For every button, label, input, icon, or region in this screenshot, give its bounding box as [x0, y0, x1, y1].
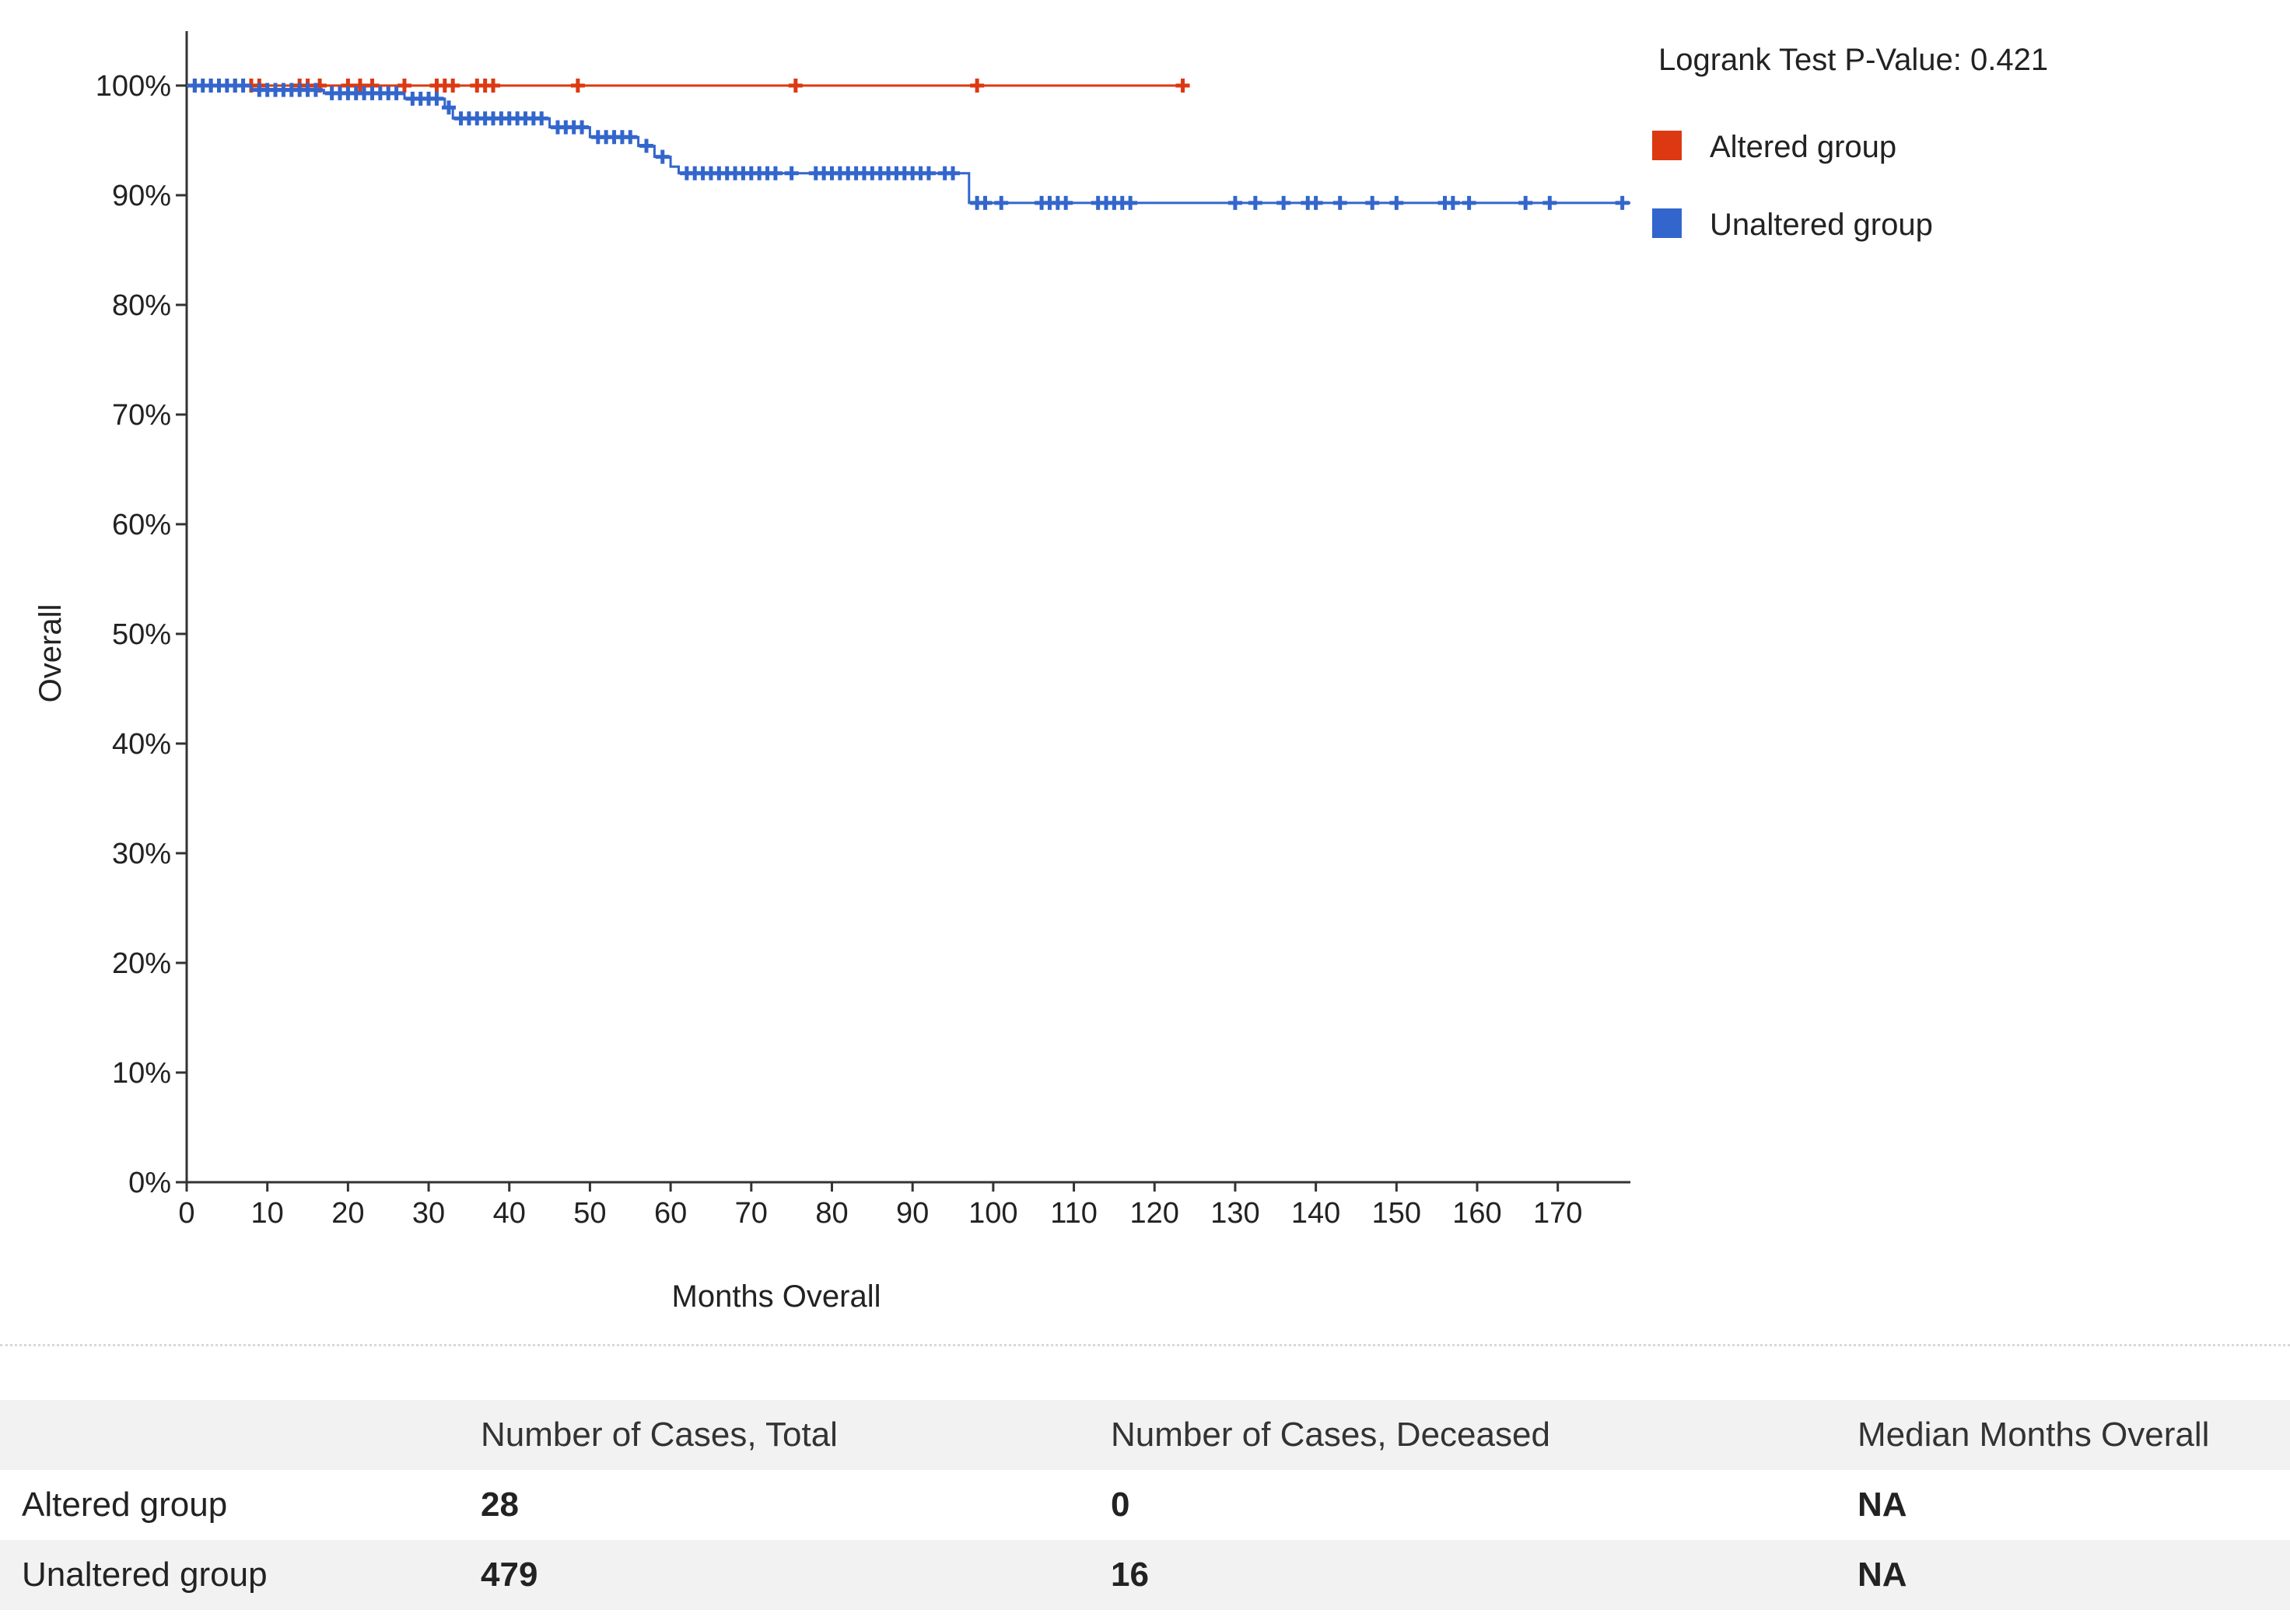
- censor-mark: [1365, 195, 1380, 210]
- row-group-name: Altered group: [22, 1486, 228, 1524]
- x-tick-label: 20: [331, 1197, 364, 1230]
- table-header-group: [0, 1400, 459, 1470]
- y-tick-label: 60%: [112, 509, 171, 541]
- censor-mark: [1518, 195, 1533, 210]
- x-tick-label: 170: [1533, 1197, 1582, 1230]
- legend-label: Unaltered group: [1710, 208, 1933, 242]
- x-axis-title: Months Overall: [672, 1279, 881, 1314]
- censor-mark: [575, 120, 590, 135]
- censor-mark: [623, 130, 638, 145]
- logrank-pvalue: Logrank Test P-Value: 0.421: [1658, 43, 2048, 77]
- y-tick-label: 70%: [112, 399, 171, 432]
- censor-mark: [1389, 195, 1404, 210]
- legend-swatch: [1652, 131, 1682, 160]
- x-tick-label: 150: [1372, 1197, 1421, 1230]
- censor-mark: [970, 79, 985, 93]
- censor-mark: [389, 86, 404, 100]
- table-row: Altered group 28 0 NA: [0, 1470, 2290, 1540]
- legend-swatch: [1652, 208, 1682, 238]
- censor-mark: [768, 166, 783, 180]
- censor-mark: [946, 166, 961, 180]
- censor-mark: [639, 138, 654, 153]
- x-tick-label: 50: [573, 1197, 606, 1230]
- row-deceased-cases: 0: [1111, 1486, 1130, 1524]
- censor-mark: [921, 166, 936, 180]
- summary-table: Number of Cases, Total Number of Cases, …: [0, 1400, 2290, 1610]
- x-tick-label: 40: [493, 1197, 526, 1230]
- censor-mark: [1175, 79, 1190, 93]
- row-total-cases: 479: [481, 1556, 538, 1594]
- censor-mark: [1248, 195, 1262, 210]
- censor-mark: [1308, 195, 1323, 210]
- censor-mark: [1227, 195, 1242, 210]
- x-tick-label: 100: [968, 1197, 1017, 1230]
- table-row: Unaltered group 479 16 NA: [0, 1540, 2290, 1610]
- censor-mark: [570, 79, 585, 93]
- y-tick-label: 80%: [112, 289, 171, 322]
- table-header-median: Median Months Overall: [1858, 1416, 2210, 1454]
- x-tick-label: 160: [1452, 1197, 1501, 1230]
- series-line-unaltered: [187, 84, 1630, 205]
- x-tick-label: 30: [412, 1197, 445, 1230]
- x-tick-label: 90: [896, 1197, 929, 1230]
- censor-mark: [1332, 195, 1347, 210]
- row-median-months: NA: [1858, 1556, 1907, 1594]
- censor-mark: [446, 79, 460, 93]
- y-tick-label: 10%: [112, 1057, 171, 1090]
- x-tick-label: 70: [735, 1197, 768, 1230]
- y-tick-label: 100%: [96, 70, 171, 103]
- x-tick-label: 60: [654, 1197, 687, 1230]
- censor-mark: [1123, 195, 1138, 210]
- y-tick-label: 0%: [128, 1167, 171, 1199]
- censor-mark: [1059, 195, 1073, 210]
- y-tick-label: 20%: [112, 947, 171, 980]
- censor-mark: [1615, 195, 1630, 210]
- y-tick-label: 30%: [112, 838, 171, 870]
- km-plot-svg: 0% 10% 20% 30% 40% 50% 60% 70% 80% 90% 100% 0 10 20 30…: [33, 31, 2048, 1314]
- censor-mark: [1276, 195, 1291, 210]
- x-tick-label: 10: [251, 1197, 284, 1230]
- y-tick-label: 40%: [112, 728, 171, 761]
- censor-mark: [1445, 195, 1460, 210]
- section-divider: [0, 1344, 2290, 1346]
- y-axis-title: Overall: [33, 604, 68, 703]
- table-header-deceased: Number of Cases, Deceased: [1111, 1416, 1550, 1454]
- y-tick-label: 90%: [112, 180, 171, 212]
- censor-mark: [441, 100, 456, 115]
- table-header-total: Number of Cases, Total: [481, 1416, 838, 1454]
- row-median-months: NA: [1858, 1486, 1907, 1524]
- row-group-name: Unaltered group: [22, 1556, 268, 1594]
- censor-mark: [1462, 195, 1476, 210]
- censor-mark: [655, 149, 670, 164]
- censor-mark: [429, 91, 444, 106]
- y-tick-label: 50%: [112, 618, 171, 651]
- survival-chart: 0% 10% 20% 30% 40% 50% 60% 70% 80% 90% 100% 0 10 20 30…: [33, 31, 2048, 1314]
- x-tick-label: 120: [1130, 1197, 1179, 1230]
- legend-label: Altered group: [1710, 130, 1896, 164]
- x-tick-label: 140: [1291, 1197, 1340, 1230]
- x-tick-label: 80: [815, 1197, 848, 1230]
- x-tick-label: 130: [1210, 1197, 1259, 1230]
- censor-mark: [397, 79, 411, 93]
- row-total-cases: 28: [481, 1486, 519, 1524]
- censor-mark: [486, 79, 501, 93]
- censor-mark: [352, 79, 367, 93]
- table-header-row: Number of Cases, Total Number of Cases, …: [0, 1400, 2290, 1470]
- censor-mark: [236, 79, 250, 93]
- censor-mark: [534, 111, 549, 126]
- censor-mark: [1542, 195, 1557, 210]
- censor-mark: [788, 79, 803, 93]
- row-deceased-cases: 16: [1111, 1556, 1149, 1594]
- censor-mark: [784, 166, 799, 180]
- x-tick-label: 0: [178, 1197, 194, 1230]
- censor-mark: [308, 82, 323, 97]
- censor-mark: [994, 195, 1009, 210]
- censor-mark: [978, 195, 993, 210]
- x-tick-label: 110: [1050, 1197, 1098, 1230]
